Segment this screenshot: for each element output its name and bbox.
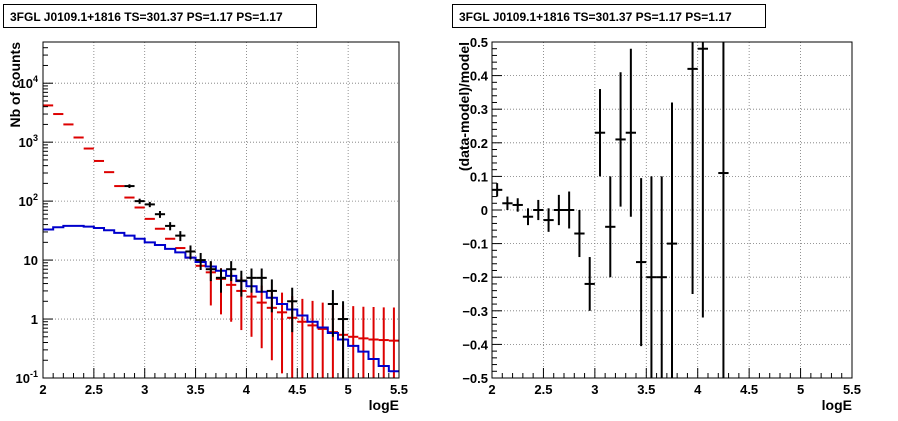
x-tick-label: 5.5 [843,382,861,397]
x-tick-label: 3 [591,382,598,397]
y-tick-label: 10 [24,253,38,268]
y-tick-label: −0.5 [462,371,488,386]
x-tick-label: 4.5 [288,382,306,397]
y-tick-label: 104 [19,74,38,91]
y-tick-label: 0.2 [470,136,488,151]
x-tick-label: 2.5 [85,382,103,397]
x-tick-label: 4.5 [740,382,758,397]
x-tick-label: 2 [39,382,46,397]
source-model-step-line [43,224,399,373]
x-tick-label: 2.5 [534,382,552,397]
y-tick-label: 1 [31,312,38,327]
counts-chart: 2 2.5 3 3.5 4 4.5 5 5.5 10-1 1 10 102 103 104 logE Nb o… [7,41,408,413]
y-tick-label: 102 [19,192,38,209]
right-panel-title: 3FGL J0109.1+1816 TS=301.37 PS=1.17 PS=1… [452,4,766,28]
residual-chart: 2 2.5 3 3.5 4 4.5 5 5.5 −0.5 −0.4 −0.3 −0.2 −0.1 0 0.1… [456,35,861,413]
y-tick-label: 103 [19,133,38,150]
x-tick-label: 2 [488,382,495,397]
y-tick-label: −0.1 [462,237,488,252]
x-tick-label: 5 [797,382,804,397]
y-tick-label: −0.3 [462,304,488,319]
y-tick-label: 0.3 [470,102,488,117]
x-tick-label: 3.5 [187,382,205,397]
x-tick-label: 4 [694,382,702,397]
y-tick-label: 0 [481,203,488,218]
left-panel-title: 3FGL J0109.1+1816 TS=301.37 PS=1.17 PS=1… [3,4,317,28]
x-tick-label: 3.5 [637,382,655,397]
y-tick-label: 0.1 [470,169,488,184]
x-axis-label: logE [369,397,399,413]
x-axis-label: logE [822,397,852,413]
y-axis-label: Nb of counts [7,42,23,128]
y-tick-label: −0.4 [462,337,488,352]
plot-area [43,42,399,378]
x-tick-label: 5 [345,382,352,397]
x-tick-label: 5.5 [390,382,408,397]
y-tick-label: −0.2 [462,270,488,285]
x-tick-label: 3 [141,382,148,397]
y-axis-label: (data-model)/model [456,42,472,171]
y-tick-label: 10-1 [16,369,38,386]
x-tick-label: 4 [243,382,251,397]
y-tick-label: 0.5 [470,35,488,50]
y-tick-label: 0.4 [470,69,489,84]
